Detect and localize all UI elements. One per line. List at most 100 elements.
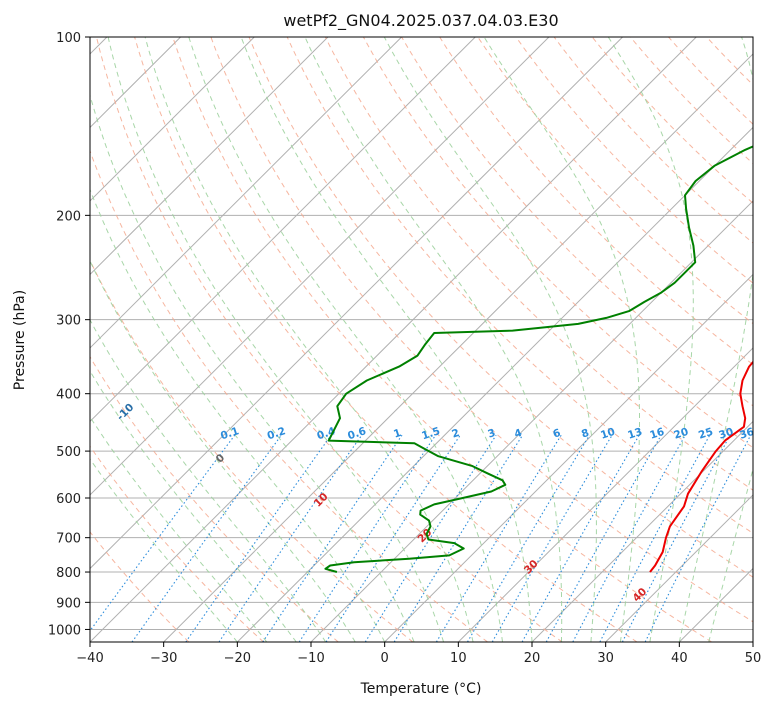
moist-adiabat-line <box>90 370 297 642</box>
y-axis-title: Pressure (hPa) <box>12 290 28 390</box>
x-axis-title: Temperature (°C) <box>360 681 482 697</box>
mixing-ratio-label: 0.4 <box>316 425 337 442</box>
isotherm-line <box>90 37 402 349</box>
mixing-ratio-label: 3 <box>486 427 497 441</box>
isotherm-line <box>90 37 550 496</box>
dry-adiabat-line <box>210 37 753 623</box>
moist-adiabat-line <box>188 37 503 642</box>
dewpoint-profile-line <box>324 145 753 573</box>
moist-adiabat-line <box>383 37 597 642</box>
y-tick-label: 400 <box>56 388 81 403</box>
isotherm-line <box>531 420 753 642</box>
isotherm-line <box>90 37 255 202</box>
plot-frame <box>89 36 754 643</box>
mixing-ratio-line <box>521 434 640 642</box>
mixing-ratio-line <box>325 434 461 642</box>
dry-adiabat-line <box>172 37 712 642</box>
mixing-ratio-line <box>393 434 524 642</box>
x-tick-label: −20 <box>224 651 251 666</box>
mixing-ratio-line <box>491 434 613 642</box>
mixing-ratio-label: 36 <box>738 426 756 442</box>
temperature-profile-line <box>649 360 753 573</box>
dry-adiabat-line <box>90 149 488 642</box>
dry-adiabat-line <box>90 355 339 642</box>
y-tick-label: 200 <box>56 209 81 224</box>
mixing-ratio-line <box>545 434 662 642</box>
y-tick-label: 500 <box>56 445 81 460</box>
y-tick-label: 1000 <box>48 623 81 638</box>
x-tick-label: −30 <box>150 651 177 666</box>
y-tick-label: 800 <box>56 566 81 581</box>
moist-adiabat-line <box>144 37 474 642</box>
grid-layer <box>90 37 753 642</box>
mixing-ratio-label: 1 <box>392 427 403 441</box>
moist-adiabat-line <box>90 188 386 642</box>
x-tick-label: 0 <box>381 651 389 666</box>
moist-adiabat-line <box>240 37 533 642</box>
dry-adiabat-line <box>90 445 264 642</box>
mixing-ratio-line <box>218 434 363 642</box>
moist-adiabat-line <box>90 415 268 642</box>
dry-adiabat-line <box>90 531 190 642</box>
x-tick-label: 20 <box>524 651 541 666</box>
dry-adiabat-line <box>248 37 753 578</box>
y-tick-label: 900 <box>56 596 81 611</box>
background-lines-layer <box>90 37 753 642</box>
isotherm-line <box>90 37 476 423</box>
mixing-ratio-line <box>364 434 497 642</box>
isotherm-line <box>384 273 753 642</box>
isotherm-line <box>90 37 623 570</box>
dry-adiabat-line <box>134 37 638 642</box>
moist-adiabat-line <box>607 37 694 642</box>
mixing-ratio-line <box>185 434 332 642</box>
y-tick-label: 600 <box>56 492 81 507</box>
dry-adiabat-line <box>96 37 563 642</box>
isotherm-line <box>90 37 329 276</box>
x-tick-label: 30 <box>597 651 614 666</box>
moist-adiabat-line <box>90 458 238 642</box>
mixing-ratio-line <box>644 434 752 642</box>
mixing-ratio-line <box>621 434 731 642</box>
x-tick-label: 10 <box>450 651 467 666</box>
moist-adiabat-line <box>483 37 640 642</box>
moist-adiabat-line <box>304 37 563 642</box>
mixing-ratio-line <box>467 434 590 642</box>
isotherm-line <box>236 126 753 642</box>
mixing-ratio-line <box>435 434 562 642</box>
sounding-layer <box>324 145 753 573</box>
axis-ticks-layer: −40 −30 −20 −10 0 10 20 30 40 5010020030040050060… <box>48 31 761 666</box>
y-tick-label: 300 <box>56 314 81 329</box>
mixing-ratio-line <box>90 434 236 632</box>
mixing-ratio-label: 4 <box>513 427 524 441</box>
dry-adiabat-line <box>515 37 753 284</box>
mixing-ratio-label: 0.2 <box>266 425 287 442</box>
mixing-ratio-line <box>572 434 686 642</box>
mixing-ratio-label: 25 <box>697 426 715 442</box>
mixing-ratio-label: 8 <box>580 427 591 441</box>
dry-adiabat-line <box>286 37 753 534</box>
isotherm-line <box>605 494 753 642</box>
mixing-ratio-label: 13 <box>626 426 644 442</box>
moist-adiabat-line <box>107 37 445 642</box>
isotherm-line <box>163 53 753 642</box>
x-tick-label: 40 <box>671 651 688 666</box>
y-tick-label: 100 <box>56 31 81 46</box>
dry-adiabat-line <box>401 37 753 407</box>
mixing-ratio-label: 20 <box>672 426 690 442</box>
x-tick-label: 50 <box>745 651 762 666</box>
line-labels-layer: 0.1 0.2 0.4 0.6 1 1.5 2 3 4 6 8 10 13 16 20 25 30 36-1001… <box>115 401 756 604</box>
y-tick-label: 700 <box>56 532 81 547</box>
x-tick-label: −40 <box>76 651 103 666</box>
mixing-ratio-label: 16 <box>648 426 666 442</box>
mixing-ratio-label: 1.5 <box>420 425 441 442</box>
mixing-ratio-label: 6 <box>552 427 563 441</box>
mixing-ratio-label: 2 <box>450 427 461 441</box>
chart-title: wetPf2_GN04.2025.037.04.03.E30 <box>283 11 558 31</box>
mixing-ratio-label: 10 <box>599 426 617 442</box>
moist-adiabat-line <box>90 93 415 642</box>
moist-adiabat-line <box>90 259 356 642</box>
mixing-ratio-label: 0.6 <box>346 425 367 442</box>
mixing-ratio-label: 0.1 <box>219 425 240 442</box>
